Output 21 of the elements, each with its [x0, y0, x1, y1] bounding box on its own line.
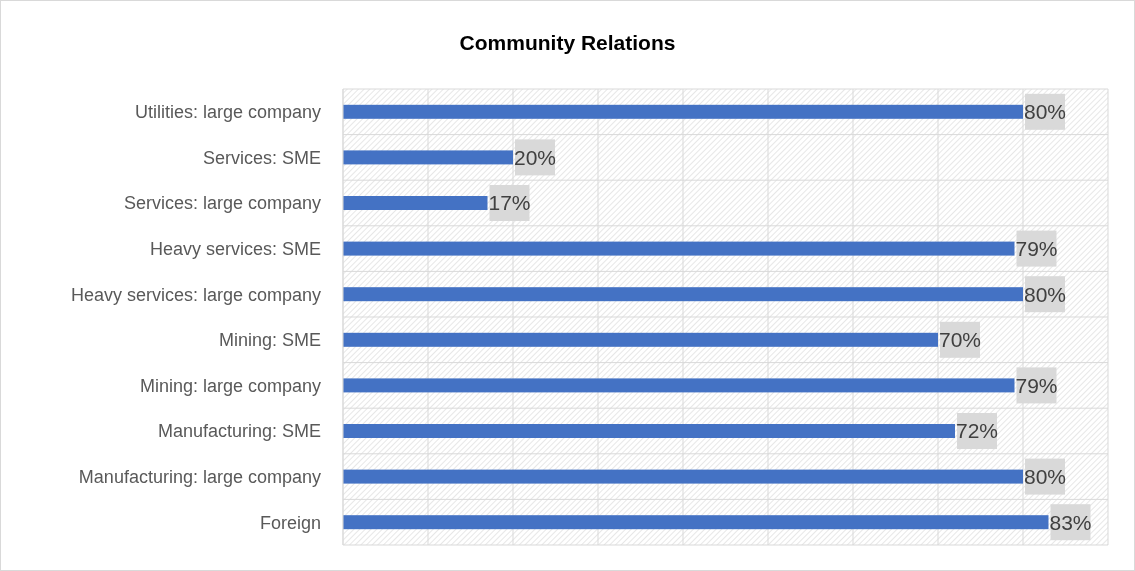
- data-label: 72%: [955, 419, 999, 443]
- data-label: 80%: [1023, 282, 1067, 306]
- y-tick-label: Services: large company: [123, 193, 321, 214]
- data-label: 79%: [1015, 373, 1058, 397]
- y-tick-label: Mining: SME: [218, 330, 321, 351]
- y-tick-label: Manufacturing: SME: [157, 421, 321, 442]
- y-tick-label: Heavy services: SME: [149, 238, 321, 259]
- y-tick-label: Manufacturing: large company: [78, 466, 321, 487]
- data-label: 20%: [513, 145, 557, 169]
- y-tick-label: Foreign: [259, 512, 321, 533]
- y-tick-label: Services: SME: [202, 147, 321, 168]
- data-label: 17%: [488, 191, 531, 215]
- y-tick-label: Heavy services: large company: [70, 284, 321, 305]
- data-label: 80%: [1023, 100, 1067, 124]
- y-tick-label: Mining: large company: [139, 375, 321, 396]
- y-tick-label: Utilities: large company: [134, 102, 321, 123]
- data-label: 70%: [938, 328, 982, 352]
- data-label: 83%: [1049, 510, 1092, 534]
- chart-title: Community Relations: [459, 31, 676, 54]
- data-label: 79%: [1015, 236, 1058, 260]
- data-label: 80%: [1023, 464, 1067, 488]
